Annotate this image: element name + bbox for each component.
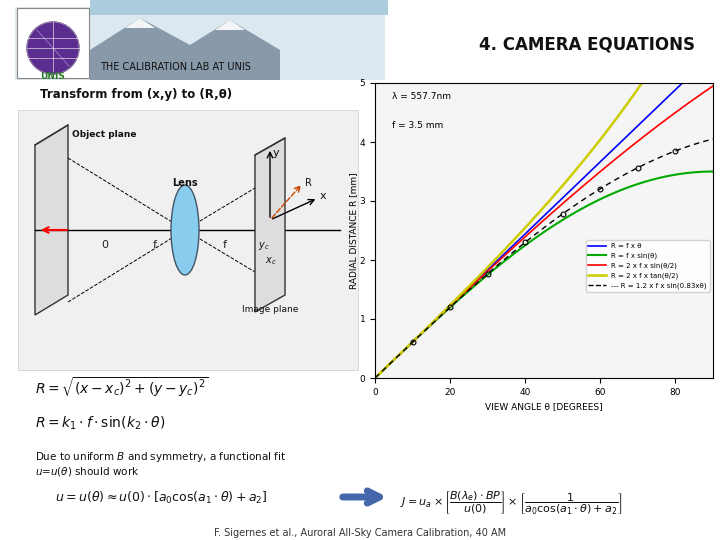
- R = f x θ: [458, 292, 467, 298]
- Text: Lens: Lens: [172, 178, 198, 188]
- R = f x sin(θ): [458, 294, 467, 300]
- R = f x sin(θ): [523, 240, 532, 247]
- --- R = 1.2 x f x sin(0.83xθ): [708, 136, 717, 142]
- Text: F. Sigernes et al., Auroral All-Sky Camera Calibration, 40 AM: F. Sigernes et al., Auroral All-Sky Came…: [214, 528, 506, 538]
- R = 2 x f x sin(θ/2): [625, 145, 634, 151]
- R = f x sin(θ): [431, 318, 439, 325]
- Bar: [15, 7, 385, 80]
- Line: R = f x sin(θ): R = f x sin(θ): [375, 172, 713, 378]
- Bar: [18, 110, 358, 370]
- Text: $u$=$u(\theta)$ should work: $u$=$u(\theta)$ should work: [35, 465, 140, 478]
- Text: Object plane: Object plane: [72, 130, 137, 139]
- Text: Due to uniform $B$ and symmetry, a functional fit: Due to uniform $B$ and symmetry, a funct…: [35, 450, 286, 464]
- R = f x θ: [570, 184, 578, 190]
- R = 2 x f x tan(θ/2): [657, 51, 665, 58]
- Circle shape: [27, 22, 79, 74]
- R = 2 x f x sin(θ/2): [371, 375, 379, 381]
- Text: 0: 0: [102, 240, 109, 250]
- Bar: [90, 0, 388, 15]
- Text: $R = \sqrt{(x-x_c)^2 + (y-y_c)^2}$: $R = \sqrt{(x-x_c)^2 + (y-y_c)^2}$: [35, 375, 209, 399]
- --- R = 1.2 x f x sin(0.83xθ): [570, 202, 578, 209]
- Polygon shape: [90, 18, 280, 80]
- Line: R = f x θ: R = f x θ: [375, 53, 713, 378]
- R = f x sin(θ): [596, 195, 605, 202]
- Polygon shape: [255, 138, 285, 312]
- Bar: [17, 8, 89, 78]
- X-axis label: VIEW ANGLE θ [DEGREES]: VIEW ANGLE θ [DEGREES]: [485, 402, 603, 411]
- R = 2 x f x sin(θ/2): [708, 83, 717, 89]
- --- R = 1.2 x f x sin(0.83xθ): [523, 237, 532, 244]
- R = f x θ: [371, 375, 379, 381]
- Polygon shape: [215, 20, 245, 30]
- --- R = 1.2 x f x sin(0.83xθ): [431, 318, 439, 325]
- Text: $y_c$: $y_c$: [258, 240, 270, 252]
- Text: R: R: [305, 178, 312, 188]
- Polygon shape: [35, 125, 68, 315]
- R = f x sin(θ): [570, 210, 578, 216]
- R = f x θ: [431, 318, 439, 324]
- R = f x θ: [625, 131, 634, 137]
- Line: --- R = 1.2 x f x sin(0.83xθ): --- R = 1.2 x f x sin(0.83xθ): [375, 139, 713, 378]
- Ellipse shape: [171, 185, 199, 275]
- R = 2 x f x sin(θ/2): [458, 292, 467, 299]
- Text: $R = k_1 \cdot f \cdot \sin(k_2 \cdot \theta)$: $R = k_1 \cdot f \cdot \sin(k_2 \cdot \t…: [35, 415, 165, 433]
- Legend: R = f x θ, R = f x sin(θ), R = 2 x f x sin(θ/2), R = 2 x f x tan(θ/2), --- R = 1: R = f x θ, R = f x sin(θ), R = 2 x f x s…: [585, 240, 709, 292]
- Text: Transform from (x,y) to (R,θ): Transform from (x,y) to (R,θ): [40, 88, 232, 101]
- Text: f = 3.5 mm: f = 3.5 mm: [392, 122, 443, 130]
- Polygon shape: [125, 18, 155, 28]
- --- R = 1.2 x f x sin(0.83xθ): [596, 185, 605, 192]
- R = f x θ: [708, 50, 717, 57]
- Text: $x_c$: $x_c$: [265, 255, 276, 267]
- Text: $J = u_a \times \left[ \dfrac{B(\lambda_e) \cdot BP}{u(0)} \right] \times \left[: $J = u_a \times \left[ \dfrac{B(\lambda_…: [400, 490, 623, 517]
- Text: x: x: [320, 191, 327, 201]
- R = 2 x f x sin(θ/2): [596, 168, 605, 174]
- Line: R = 2 x f x sin(θ/2): R = 2 x f x sin(θ/2): [375, 86, 713, 378]
- R = 2 x f x tan(θ/2): [562, 178, 571, 184]
- R = f x θ: [596, 158, 605, 165]
- R = f x sin(θ): [625, 184, 634, 190]
- Text: 4. CAMERA EQUATIONS: 4. CAMERA EQUATIONS: [479, 36, 695, 54]
- R = f x sin(θ): [371, 375, 379, 381]
- R = 2 x f x tan(θ/2): [514, 232, 523, 238]
- Y-axis label: RADIAL DISTANCE R [mm]: RADIAL DISTANCE R [mm]: [349, 172, 358, 289]
- R = 2 x f x tan(θ/2): [371, 375, 379, 381]
- R = 2 x f x sin(θ/2): [431, 318, 439, 324]
- R = 2 x f x tan(θ/2): [391, 355, 400, 362]
- --- R = 1.2 x f x sin(0.83xθ): [458, 293, 467, 300]
- R = 2 x f x tan(θ/2): [598, 134, 607, 140]
- --- R = 1.2 x f x sin(0.83xθ): [371, 375, 379, 381]
- R = f x θ: [523, 228, 532, 234]
- Text: f: f: [153, 240, 157, 250]
- Text: λ = 557.7nm: λ = 557.7nm: [392, 92, 451, 101]
- R = 2 x f x tan(θ/2): [492, 255, 500, 261]
- R = 2 x f x tan(θ/2): [528, 217, 536, 224]
- Text: UNIS: UNIS: [40, 72, 66, 81]
- Bar: [90, 0, 388, 15]
- R = f x sin(θ): [708, 168, 717, 175]
- Text: $u = u(\theta) \approx u(0) \cdot [a_0 \cos(a_1 \cdot \theta) + a_2]$: $u = u(\theta) \approx u(0) \cdot [a_0 \…: [55, 490, 267, 506]
- Text: THE CALIBRATION LAB AT UNIS: THE CALIBRATION LAB AT UNIS: [100, 62, 251, 72]
- Text: Image plane: Image plane: [242, 305, 298, 314]
- R = 2 x f x sin(θ/2): [523, 231, 532, 238]
- --- R = 1.2 x f x sin(0.83xθ): [625, 168, 634, 175]
- Text: y: y: [273, 148, 279, 158]
- Line: R = 2 x f x tan(θ/2): R = 2 x f x tan(θ/2): [375, 55, 661, 378]
- Text: f: f: [223, 240, 227, 250]
- R = 2 x f x sin(θ/2): [570, 191, 578, 197]
